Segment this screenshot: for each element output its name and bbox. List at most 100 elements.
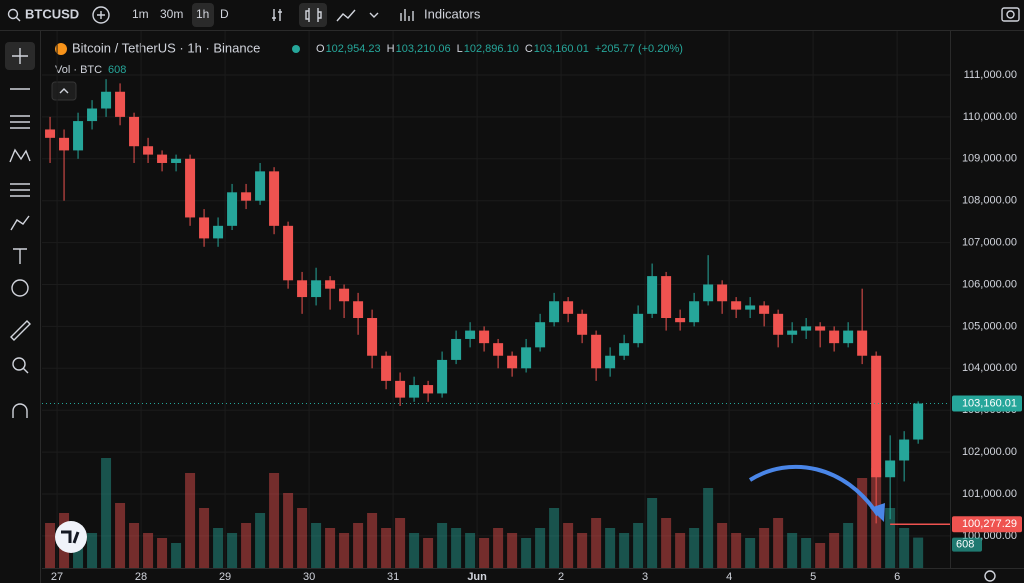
y-tick-label: 110,000.00 bbox=[963, 111, 1017, 123]
search-icon bbox=[15, 16, 21, 22]
volume-bar bbox=[101, 458, 112, 568]
volume-bar bbox=[479, 538, 490, 568]
candle-body bbox=[171, 158, 182, 163]
candle-icon bbox=[305, 8, 322, 22]
volume-bar bbox=[675, 533, 686, 568]
zoom-icon bbox=[22, 367, 29, 374]
y-tick-label: 106,000.00 bbox=[962, 278, 1017, 290]
candle-body bbox=[731, 301, 742, 310]
volume-bar bbox=[759, 528, 770, 568]
candle-body bbox=[717, 284, 728, 302]
settings-icon[interactable] bbox=[984, 570, 996, 582]
bar-style-icon[interactable] bbox=[272, 9, 282, 21]
magnet-icon[interactable] bbox=[12, 403, 28, 418]
x-tick-label: 3 bbox=[642, 571, 648, 583]
fib-icon[interactable] bbox=[10, 115, 30, 129]
volume-axis-label: 608 bbox=[956, 539, 974, 551]
candle-body bbox=[689, 301, 700, 323]
text-icon[interactable] bbox=[13, 248, 27, 264]
volume-bar bbox=[269, 473, 280, 568]
interval[interactable]: 1h bbox=[196, 7, 209, 21]
volume-bar bbox=[283, 493, 294, 568]
add-symbol[interactable] bbox=[92, 6, 110, 24]
volume-bar bbox=[451, 528, 462, 568]
y-tick-label: 105,000.00 bbox=[962, 320, 1017, 332]
dropdown[interactable] bbox=[369, 12, 379, 18]
candle-body bbox=[465, 330, 476, 339]
logo-mark bbox=[61, 530, 80, 544]
x-tick-label: 30 bbox=[303, 571, 315, 583]
volume-bar bbox=[829, 533, 840, 568]
volume-bar bbox=[157, 538, 168, 568]
candle-body bbox=[87, 108, 98, 122]
interval[interactable]: D bbox=[220, 7, 229, 21]
candle-body bbox=[59, 137, 70, 151]
annotation-arrowhead bbox=[870, 503, 885, 522]
candle-body bbox=[479, 330, 490, 344]
chart-style-selected[interactable] bbox=[299, 3, 327, 27]
candle-body bbox=[185, 158, 196, 218]
volume-bar bbox=[731, 533, 742, 568]
brush-icon[interactable] bbox=[10, 215, 30, 231]
volume-bar bbox=[423, 538, 434, 568]
candle-body bbox=[801, 326, 812, 331]
candle-body bbox=[339, 288, 350, 302]
volume-bar bbox=[171, 543, 182, 568]
volume-bar bbox=[129, 523, 140, 568]
area-icon[interactable] bbox=[336, 9, 356, 22]
candle-body bbox=[129, 116, 140, 147]
candle-body bbox=[703, 284, 714, 302]
zoom-icon[interactable] bbox=[12, 357, 26, 371]
indicators-icon[interactable] bbox=[400, 9, 414, 21]
candle-body bbox=[409, 385, 420, 398]
volume-bar bbox=[843, 523, 854, 568]
candle-body bbox=[255, 171, 266, 201]
volume-bar bbox=[899, 528, 910, 568]
candle-body bbox=[549, 301, 560, 323]
volume-bar bbox=[255, 513, 266, 568]
symbol-logo bbox=[55, 43, 67, 55]
symbol[interactable]: BTCUSD bbox=[25, 6, 79, 21]
volume-bar bbox=[535, 528, 546, 568]
ohlc-key: O bbox=[316, 43, 325, 55]
ohlc-value: 103,210.06 bbox=[396, 43, 451, 55]
interval[interactable]: 30m bbox=[160, 7, 183, 21]
candle-body bbox=[647, 276, 658, 314]
snapshot-icon bbox=[1006, 10, 1015, 19]
candle-body bbox=[269, 171, 280, 226]
x-tick-label: 27 bbox=[51, 571, 63, 583]
collapse-icon bbox=[59, 88, 69, 94]
indicators-button[interactable]: Indicators bbox=[424, 6, 481, 21]
ohlc-value: 102,954.23 bbox=[326, 43, 381, 55]
snapshot-icon[interactable] bbox=[1001, 7, 1020, 22]
candle-body bbox=[759, 305, 770, 314]
volume-bar bbox=[241, 523, 252, 568]
volume-bar bbox=[717, 523, 728, 568]
volume-bar bbox=[787, 533, 798, 568]
volume-bar bbox=[45, 523, 56, 568]
search-icon[interactable] bbox=[7, 8, 19, 20]
candle-body bbox=[451, 338, 462, 360]
marker-box bbox=[952, 516, 1022, 533]
candle-body bbox=[661, 276, 672, 319]
y-tick-label: 111,000.00 bbox=[964, 69, 1017, 81]
volume-bar bbox=[605, 528, 616, 568]
volume-bar bbox=[563, 523, 574, 568]
interval-selected bbox=[192, 3, 214, 27]
volume-title: Vol · BTC bbox=[55, 64, 102, 76]
ruler-icon[interactable] bbox=[10, 320, 31, 341]
candle-body bbox=[507, 355, 518, 369]
ohlc-key: L bbox=[457, 43, 463, 55]
collapse-button[interactable] bbox=[51, 81, 77, 101]
interval[interactable]: 1m bbox=[132, 7, 149, 21]
pattern-icon[interactable] bbox=[9, 148, 31, 163]
volume-bar bbox=[87, 533, 98, 568]
forecast-icon[interactable] bbox=[10, 183, 30, 197]
emoji-icon[interactable] bbox=[11, 279, 29, 297]
volume-bar bbox=[465, 533, 476, 568]
volume-bar bbox=[507, 533, 518, 568]
candle-body bbox=[773, 313, 784, 335]
candle-body bbox=[101, 91, 112, 109]
volume-bar bbox=[493, 528, 504, 568]
